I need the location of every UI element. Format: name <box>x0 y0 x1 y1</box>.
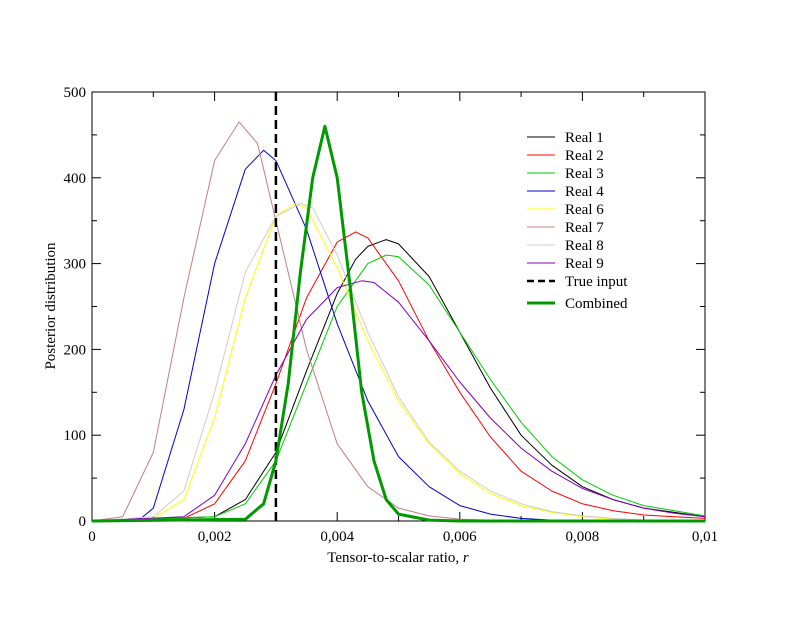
series-line-real-7 <box>91 121 522 522</box>
y-tick-label: 100 <box>64 428 87 444</box>
series-lines <box>91 92 706 523</box>
legend-label: Real 2 <box>565 148 604 164</box>
series-line-combined <box>91 124 705 523</box>
y-axis-label: Posterior distribution <box>43 242 59 370</box>
x-tick-label: 0,004 <box>320 529 354 545</box>
legend-label: Real 6 <box>565 202 604 218</box>
y-tick-label: 400 <box>64 171 87 187</box>
legend-label: Real 9 <box>565 256 604 272</box>
legend: Real 1 Real 2 Real 3 Real 4 Real 6 Real 7 Real… <box>527 130 628 312</box>
x-tick-label: 0,01 <box>692 529 718 545</box>
series-line-real-3 <box>91 254 706 522</box>
x-axis-label: Tensor-to-scalar ratio, r <box>327 550 469 566</box>
legend-label: Combined <box>565 296 628 312</box>
series-line-real-2 <box>91 231 706 522</box>
y-tick-label: 0 <box>79 514 87 530</box>
x-tick-label: 0 <box>88 529 96 545</box>
legend-label: Real 8 <box>565 238 604 254</box>
series-line-real-4 <box>91 149 583 522</box>
series-line-real-6 <box>91 203 644 522</box>
x-tick-label: 0,008 <box>566 529 600 545</box>
x-tick-label: 0,002 <box>198 529 232 545</box>
y-tick-label: 200 <box>64 342 87 358</box>
series-line-real-9 <box>91 280 706 522</box>
series-line-real-8 <box>91 203 644 522</box>
legend-label: Real 7 <box>565 220 604 236</box>
y-tick-label: 300 <box>64 257 87 273</box>
legend-label: Real 3 <box>565 166 604 182</box>
y-tick-label: 500 <box>64 85 87 101</box>
legend-label: Real 4 <box>565 184 604 200</box>
legend-label: Real 1 <box>565 130 604 146</box>
legend-label: True input <box>565 274 628 290</box>
x-tick-label: 0,006 <box>443 529 477 545</box>
axis-ticks: 0 0,002 0,004 0,006 0,008 0,01 0 100 200 300 400 50… <box>64 85 719 545</box>
